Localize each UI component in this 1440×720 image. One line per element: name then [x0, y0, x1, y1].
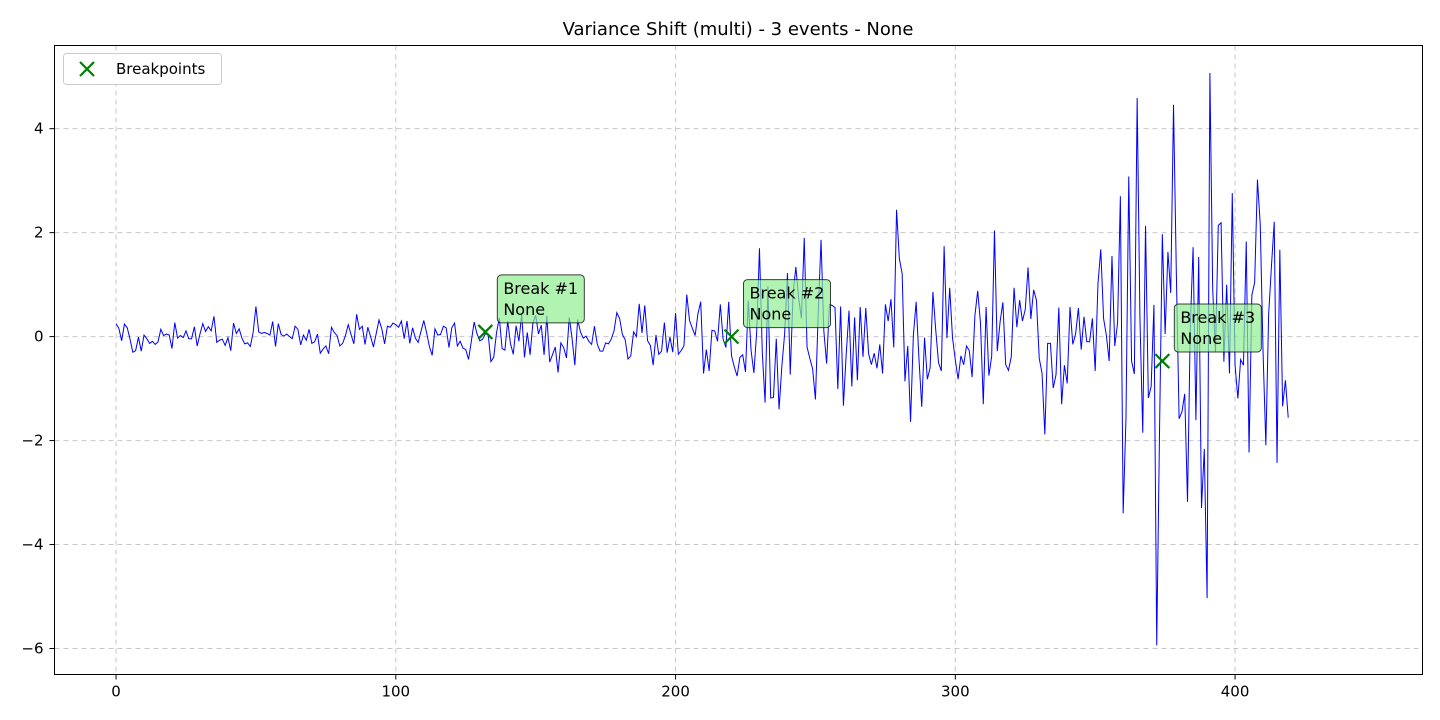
- x-axis-ticks: 0 100 200 300 400: [111, 674, 1250, 701]
- y-tick-label: 2: [34, 224, 44, 242]
- annotation-subtitle: None: [750, 305, 792, 324]
- annotation-subtitle: None: [503, 300, 545, 319]
- y-tick-label: −2: [21, 432, 43, 450]
- annotation-title: Break #3: [1180, 308, 1255, 327]
- breakpoint-marker: [723, 328, 740, 345]
- y-axis-ticks: −6 −4 −2 0 2 4: [21, 120, 55, 658]
- breakpoint-marker: [1154, 353, 1171, 369]
- legend-frame: [63, 53, 222, 85]
- breakpoint-annotation: Break #2 None: [743, 279, 832, 329]
- legend-label-breakpoints: Breakpoints: [116, 60, 205, 78]
- series-line: [115, 73, 1289, 646]
- y-tick-label: 4: [34, 120, 44, 138]
- legend: Breakpoints: [63, 53, 222, 85]
- annotation-subtitle: None: [1180, 329, 1222, 348]
- annotation-title: Break #1: [503, 279, 578, 298]
- breakpoint-marker-stroke: [477, 324, 494, 340]
- x-tick-label: 300: [941, 683, 970, 701]
- axes-frame: [54, 45, 1423, 675]
- breakpoint-annotation: Break #3 None: [1173, 303, 1262, 353]
- chart-title: Variance Shift (multi) - 3 events - None: [563, 19, 914, 40]
- legend-marker-stroke: [79, 61, 95, 77]
- breakpoint-annotation: Break #1 None: [496, 274, 585, 324]
- annotation-box: [743, 279, 832, 329]
- x-tick-label: 100: [381, 683, 410, 701]
- y-tick-label: −6: [21, 640, 43, 658]
- breakpoint-marker: [477, 324, 494, 340]
- breakpoint-marker-stroke: [723, 328, 740, 345]
- x-tick-label: 200: [661, 683, 690, 701]
- annotation-box: [1173, 303, 1262, 353]
- grid-lines: [54, 45, 1423, 675]
- y-tick-label: 0: [34, 328, 44, 346]
- annotation-box: [496, 274, 585, 324]
- legend-breakpoint-marker: [79, 61, 95, 77]
- plot-area: Break #1 None Break #2 None Break #3 None: [115, 73, 1289, 646]
- y-tick-label: −4: [21, 536, 43, 554]
- x-tick-label: 0: [111, 683, 121, 701]
- annotation-title: Break #2: [750, 284, 825, 303]
- breakpoint-marker-stroke: [1154, 353, 1171, 369]
- x-tick-label: 400: [1221, 683, 1250, 701]
